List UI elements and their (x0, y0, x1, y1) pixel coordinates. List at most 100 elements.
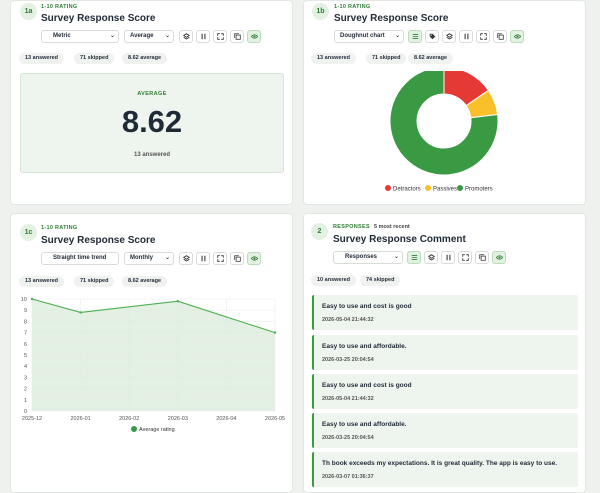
aggregate-select-value: Average (130, 33, 154, 39)
data-point[interactable] (176, 300, 179, 303)
data-point[interactable] (79, 311, 82, 314)
chevron-down-icon: ⌄ (393, 254, 399, 260)
question-kind: 1-10 RATING (334, 4, 371, 10)
data-point[interactable] (30, 297, 34, 301)
layers-icon (427, 254, 435, 261)
eye-icon (495, 255, 503, 260)
x-tick-label: 2026-05 (265, 416, 285, 422)
layers-button[interactable] (424, 251, 438, 264)
view-select[interactable]: Metric ⌄ (41, 30, 119, 43)
legend-label[interactable]: Passives (433, 186, 457, 192)
response-item: Easy to use and cost is good 2026-05-04 … (312, 374, 578, 409)
period-select[interactable]: Monthly ⌄ (124, 252, 174, 265)
visibility-button[interactable] (492, 251, 506, 264)
y-tick-label: 8 (24, 319, 27, 325)
expand-button[interactable] (213, 30, 227, 43)
response-text: Easy to use and affordable. (322, 421, 407, 428)
donut-slice-promoters[interactable] (389, 71, 499, 176)
legend-marker (425, 185, 431, 191)
view-select-value: Metric (53, 33, 71, 39)
copy-icon (478, 254, 486, 261)
x-tick-label: 2026-04 (216, 416, 236, 422)
eye-icon (250, 34, 258, 39)
response-item: Th book exceeds my expectations. It is g… (312, 452, 578, 487)
skipped-count: 71 skipped (366, 53, 407, 64)
response-text: Easy to use and affordable. (322, 343, 407, 350)
y-tick-label: 1 (24, 398, 27, 404)
layers-icon (445, 33, 453, 40)
list-button[interactable] (407, 251, 421, 264)
question-badge: 1a (20, 3, 37, 20)
tag-icon (429, 33, 435, 40)
average-value: 8.62 average (408, 53, 454, 64)
response-date: 2026-05-04 21:44:32 (322, 396, 374, 402)
view-select[interactable]: Responses ⌄ (333, 251, 403, 264)
expand-button[interactable] (476, 30, 490, 43)
copy-button[interactable] (493, 30, 507, 43)
question-badge: 2 (311, 223, 328, 240)
view-select[interactable]: Straight time trend (41, 252, 119, 265)
layers-button[interactable] (179, 252, 193, 265)
visibility-button[interactable] (247, 30, 261, 43)
layers-button[interactable] (179, 30, 193, 43)
data-point[interactable] (273, 331, 277, 334)
chevron-down-icon: ⌄ (164, 255, 170, 261)
skipped-count: 71 skipped (74, 276, 115, 287)
copy-button[interactable] (230, 252, 244, 265)
columns-icon (201, 33, 205, 40)
card-1b: 1b 1-10 RATING Survey Response Score Dou… (303, 0, 586, 205)
list-icon (412, 33, 418, 40)
card-title: Survey Response Score (41, 235, 156, 246)
average-value: 8.62 average (122, 53, 168, 64)
series-area (32, 299, 275, 411)
columns-button[interactable] (196, 252, 210, 265)
columns-icon (464, 33, 468, 40)
list-button[interactable] (408, 30, 422, 43)
legend-label[interactable]: Promoters (465, 186, 493, 192)
metric-value: 8.62 (121, 104, 183, 139)
copy-button[interactable] (230, 30, 244, 43)
copy-button[interactable] (475, 251, 489, 264)
expand-icon (461, 254, 469, 261)
aggregate-select[interactable]: Average ⌄ (124, 30, 174, 43)
y-tick-label: 5 (24, 353, 27, 359)
chevron-down-icon: ⌄ (394, 33, 400, 39)
layers-button[interactable] (442, 30, 456, 43)
question-kind: 1-10 RATING (41, 225, 78, 231)
response-text: Easy to use and cost is good (322, 303, 412, 310)
layers-icon (182, 255, 190, 262)
eye-icon (513, 34, 521, 39)
card-title: Survey Response Score (334, 13, 449, 24)
legend-label[interactable]: Average rating (139, 427, 175, 433)
response-date: 2026-03-25 20:04:54 (322, 357, 374, 363)
card-title: Survey Response Comment (333, 234, 466, 245)
answered-count: 10 answered (311, 275, 357, 286)
response-item: Easy to use and affordable. 2026-03-25 2… (312, 335, 578, 370)
columns-button[interactable] (196, 30, 210, 43)
expand-icon (479, 33, 487, 40)
metric-subtext: 13 answered (133, 152, 171, 158)
card-1c: 1c 1-10 RATING Survey Response Score Str… (10, 213, 293, 493)
list-icon (411, 254, 417, 261)
card-title: Survey Response Score (41, 13, 156, 24)
skipped-count: 71 skipped (74, 53, 115, 64)
columns-button[interactable] (441, 251, 455, 264)
metric-panel: AVERAGE 8.62 13 answered (20, 73, 284, 173)
tag-button[interactable] (425, 30, 439, 43)
copy-icon (496, 33, 504, 40)
response-item: Easy to use and affordable. 2026-03-25 2… (312, 413, 578, 448)
view-select[interactable]: Doughnut chart ⌄ (334, 30, 404, 43)
view-select-value: Responses (345, 254, 378, 260)
y-tick-label: 2 (24, 387, 27, 393)
columns-icon (446, 254, 450, 261)
columns-button[interactable] (459, 30, 473, 43)
skipped-count: 74 skipped (360, 275, 401, 286)
expand-button[interactable] (458, 251, 472, 264)
visibility-button[interactable] (510, 30, 524, 43)
visibility-button[interactable] (247, 252, 261, 265)
copy-icon (233, 255, 241, 262)
question-badge: 1c (20, 224, 37, 241)
x-tick-label: 2026-03 (168, 416, 188, 422)
legend-label[interactable]: Detractors (393, 186, 421, 192)
expand-button[interactable] (213, 252, 227, 265)
